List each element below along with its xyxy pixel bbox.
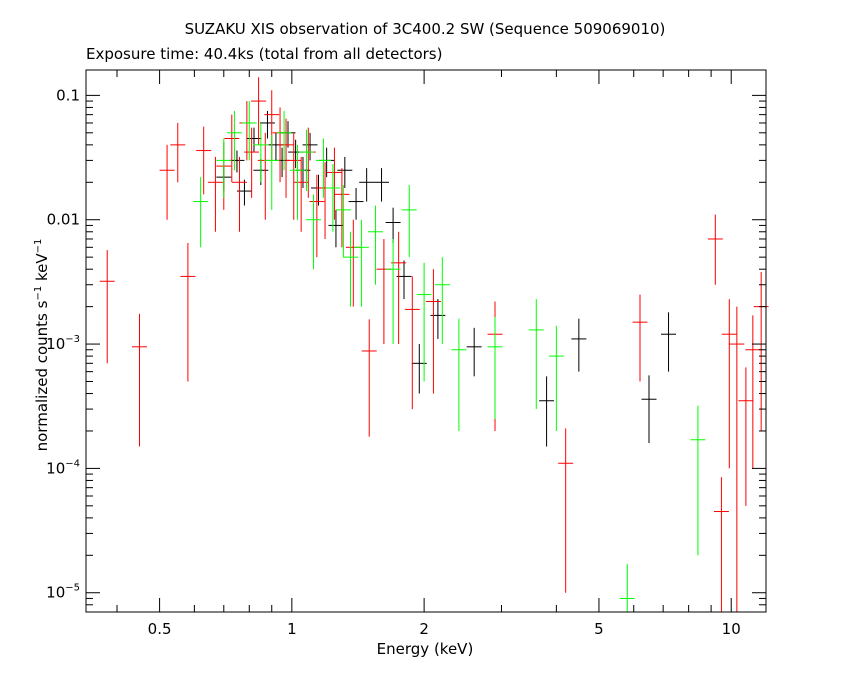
data-point — [253, 122, 269, 183]
data-point — [241, 101, 257, 161]
data-point — [434, 257, 450, 345]
data-point — [317, 162, 333, 239]
x-axis-label: Energy (keV) — [376, 640, 474, 658]
data-point — [528, 299, 544, 410]
data-point — [343, 231, 359, 307]
data-point — [232, 156, 247, 232]
data-point — [246, 127, 262, 153]
data-point — [385, 238, 401, 345]
data-point — [353, 219, 369, 307]
data-point — [401, 185, 417, 258]
data-point — [207, 156, 223, 232]
data-point — [374, 168, 390, 202]
data-point — [348, 187, 364, 220]
data-point — [721, 299, 737, 469]
data-point — [251, 77, 267, 145]
data-point — [337, 156, 353, 188]
y-axis-label-middle: keV — [33, 253, 51, 286]
y-axis-label: normalized counts s−1 keV−1 — [33, 239, 51, 452]
data-point — [334, 168, 350, 248]
data-point — [361, 319, 377, 437]
data-point — [385, 207, 401, 243]
data-point — [359, 168, 375, 202]
y-tick-label: 10−3 — [46, 334, 80, 353]
data-point — [264, 135, 280, 210]
data-point — [99, 250, 115, 364]
data-point — [729, 306, 745, 612]
data-point — [259, 110, 275, 139]
data-point — [290, 144, 305, 220]
data-point — [326, 147, 342, 220]
data-point — [302, 132, 318, 161]
axis-ticks: 0.5 1 2 5 10 10−5 10−4 10−3 0.01 0.1 — [46, 70, 766, 638]
y-axis-label-exp2: −1 — [33, 238, 44, 254]
y-tick-label: 0.01 — [47, 211, 80, 229]
data-point — [278, 118, 294, 198]
data-point — [309, 174, 325, 258]
data-point — [558, 428, 574, 593]
data-point — [335, 185, 351, 258]
data-point — [661, 312, 677, 372]
data-point — [416, 262, 432, 382]
y-axis-label-prefix: normalized counts s — [33, 300, 51, 452]
data-point — [244, 127, 260, 198]
data-point — [632, 294, 648, 382]
data-point — [180, 242, 196, 382]
data-point — [305, 194, 321, 270]
data-point — [548, 325, 564, 431]
data-marks — [99, 77, 769, 612]
data-point — [196, 126, 212, 195]
data-point — [276, 110, 292, 171]
data-point — [571, 318, 587, 372]
data-point — [345, 219, 361, 307]
y-tick-label: 10−5 — [46, 583, 80, 602]
data-point — [280, 121, 296, 148]
chart-subtitle: Exposure time: 40.4ks (total from all de… — [86, 45, 443, 63]
data-point — [325, 164, 341, 232]
y-tick-label: 0.1 — [56, 86, 80, 104]
data-point — [376, 238, 392, 345]
data-point — [404, 276, 420, 410]
data-point — [487, 317, 503, 419]
x-tick-label: 5 — [594, 620, 604, 638]
data-point — [132, 313, 147, 447]
y-tick-label: 10−4 — [46, 458, 80, 477]
plot-frame — [85, 69, 767, 613]
data-point — [466, 327, 482, 377]
data-point — [170, 122, 186, 183]
data-point — [257, 132, 273, 220]
chart-title: SUZAKU XIS observation of 3C400.2 SW (Se… — [184, 20, 666, 38]
data-point — [641, 375, 657, 444]
data-point — [286, 132, 302, 220]
data-point — [425, 269, 441, 394]
x-tick-label: 10 — [722, 620, 741, 638]
data-point — [367, 205, 383, 285]
data-point — [315, 138, 331, 198]
data-point — [745, 315, 761, 469]
data-point — [226, 110, 242, 171]
data-point — [451, 318, 467, 431]
data-point — [216, 138, 232, 198]
data-point — [391, 231, 407, 345]
data-point — [690, 405, 706, 556]
data-point — [328, 209, 344, 248]
data-point — [224, 114, 240, 183]
data-point — [159, 144, 175, 220]
data-point — [713, 477, 729, 612]
data-point — [193, 177, 209, 248]
data-point — [274, 147, 290, 178]
data-point — [539, 376, 555, 447]
data-point — [707, 214, 723, 285]
data-point — [268, 132, 284, 161]
x-tick-label: 2 — [419, 620, 429, 638]
x-tick-label: 1 — [287, 620, 297, 638]
data-point — [738, 367, 754, 506]
data-point — [430, 299, 446, 339]
data-point — [619, 564, 635, 612]
y-axis-label-exp1: −1 — [33, 285, 44, 301]
data-point — [299, 129, 315, 192]
x-tick-label: 0.5 — [148, 620, 172, 638]
